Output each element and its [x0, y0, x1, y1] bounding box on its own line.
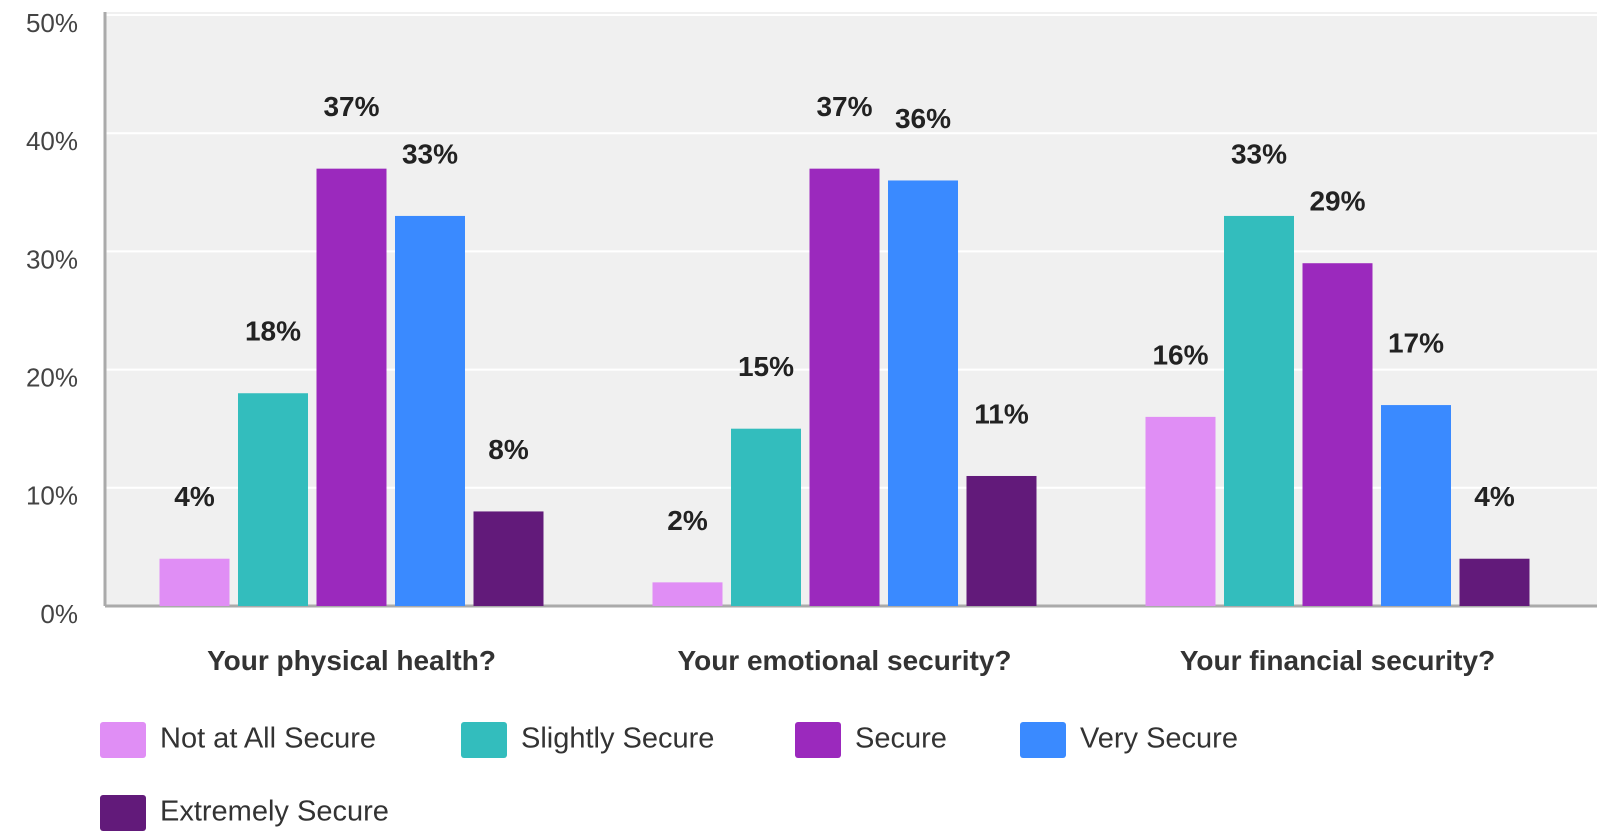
- bar: [966, 475, 1037, 606]
- legend-label: Secure: [855, 723, 947, 755]
- legend-swatch: [795, 722, 841, 758]
- legend-label: Very Secure: [1080, 723, 1238, 755]
- bar: [809, 168, 880, 606]
- y-tick-label: 20%: [26, 362, 78, 392]
- legend-label: Not at All Secure: [160, 723, 376, 755]
- bar: [238, 393, 308, 606]
- bar: [1224, 215, 1294, 606]
- legend-swatch: [461, 722, 507, 758]
- data-label: 17%: [1388, 327, 1444, 358]
- y-tick-label: 10%: [26, 481, 78, 511]
- y-tick-label: 40%: [26, 126, 78, 156]
- bar: [159, 558, 230, 606]
- y-tick-label: 50%: [26, 8, 78, 38]
- x-tick-label: Your physical health?: [207, 645, 496, 676]
- legend-swatch: [100, 795, 146, 831]
- legend-swatch: [100, 722, 146, 758]
- legend-label: Extremely Secure: [160, 796, 389, 828]
- data-label: 36%: [895, 103, 951, 134]
- bar: [316, 168, 387, 606]
- data-label: 37%: [323, 91, 379, 122]
- legend-swatch: [1020, 722, 1066, 758]
- legend-label: Slightly Secure: [521, 723, 714, 755]
- bar: [1302, 263, 1373, 606]
- x-tick-label: Your emotional security?: [677, 645, 1012, 676]
- bar: [652, 582, 723, 606]
- data-label: 4%: [1474, 481, 1515, 512]
- data-label: 33%: [402, 138, 458, 169]
- bar: [1459, 558, 1530, 606]
- x-tick-label: Your financial security?: [1179, 645, 1496, 676]
- bar: [888, 180, 958, 607]
- data-label: 2%: [667, 505, 708, 536]
- data-label: 37%: [816, 91, 872, 122]
- data-label: 4%: [174, 481, 215, 512]
- bar: [473, 511, 544, 606]
- data-label: 18%: [245, 316, 301, 347]
- y-tick-label: 0%: [40, 599, 78, 629]
- data-label: 8%: [488, 434, 529, 465]
- data-label: 29%: [1309, 186, 1365, 217]
- data-label: 16%: [1152, 339, 1208, 370]
- data-label: 11%: [974, 398, 1029, 429]
- bar: [731, 428, 801, 606]
- bar: [1381, 405, 1451, 606]
- data-label: 33%: [1231, 138, 1287, 169]
- bar: [1145, 416, 1216, 606]
- data-label: 15%: [738, 351, 794, 382]
- y-tick-label: 30%: [26, 244, 78, 274]
- bar: [395, 215, 465, 606]
